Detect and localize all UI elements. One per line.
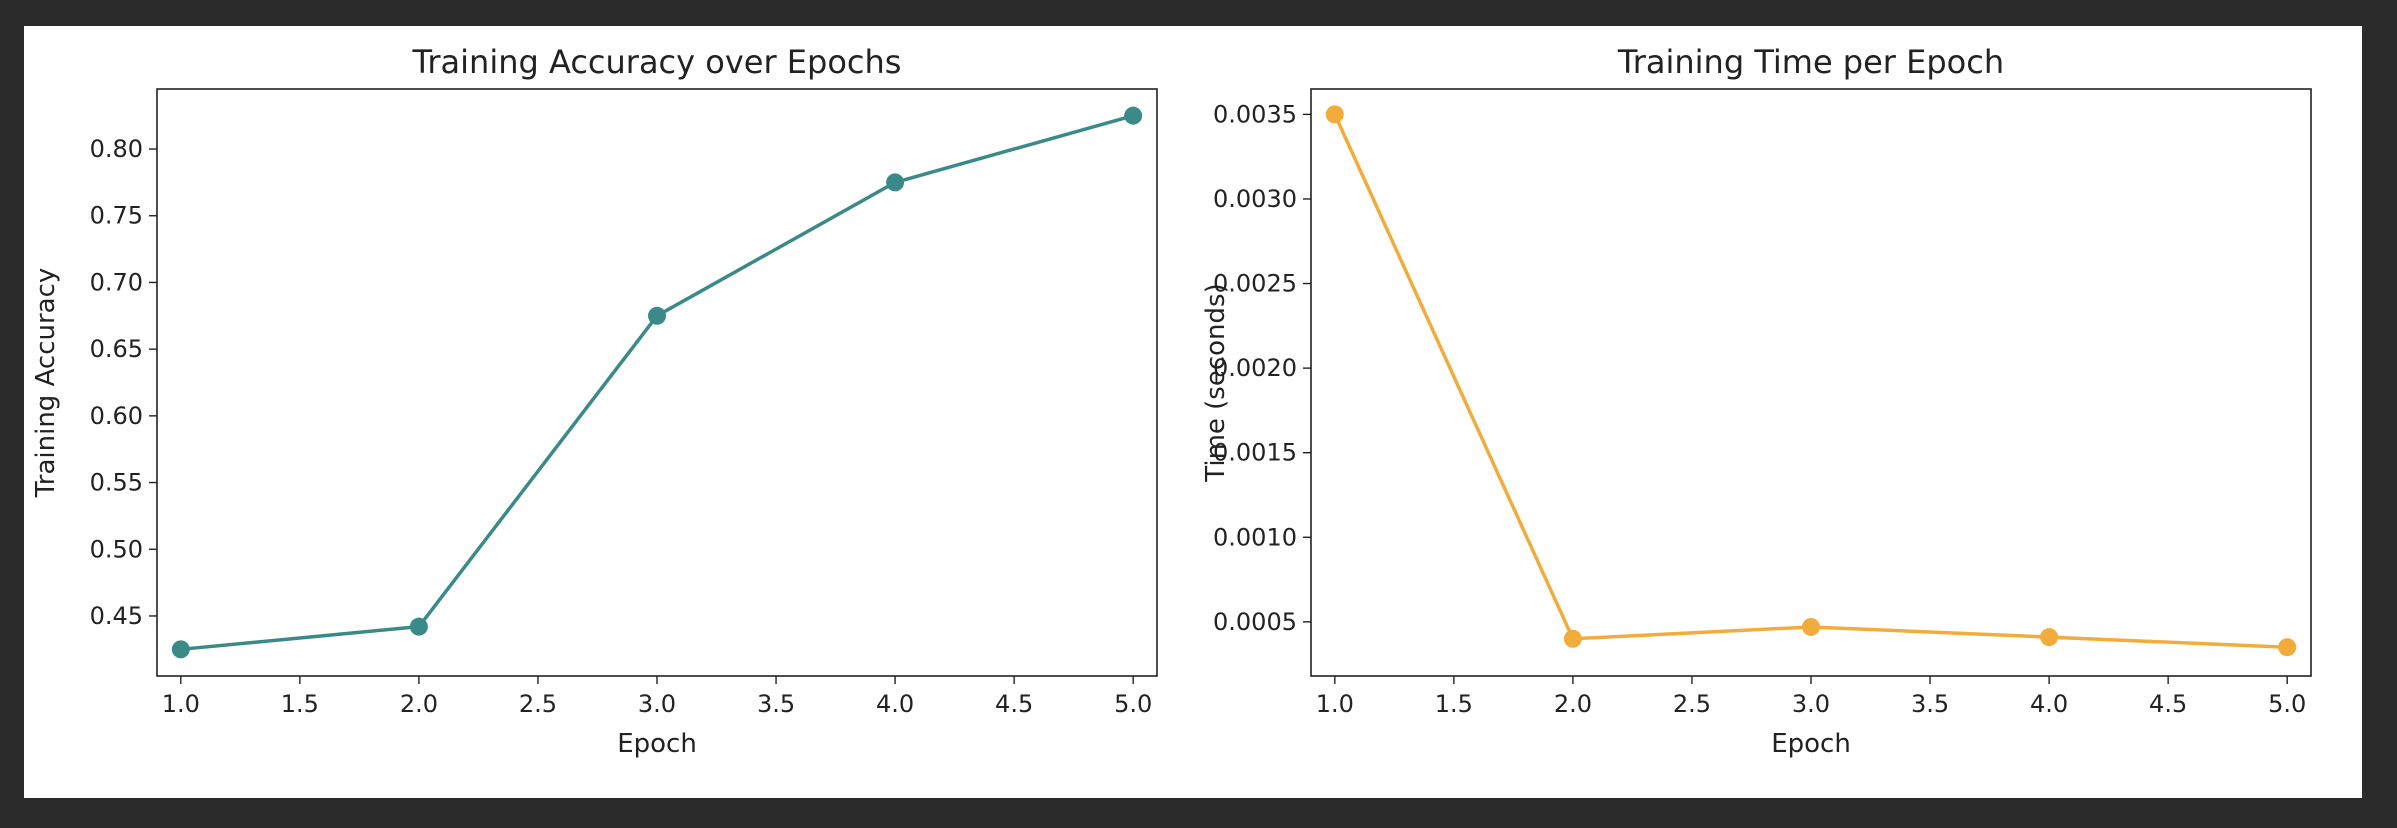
x-axis-label: Epoch [617,729,697,759]
x-tick-label: 2.5 [1673,690,1711,718]
x-tick-label: 3.0 [638,690,676,718]
x-tick-label: 2.0 [1554,690,1592,718]
chart-1: Training Accuracy over Epochs 1.0 1.5 2.0 2.… [31,43,1158,759]
y-tick-label: 0.0020 [1213,354,1297,382]
chart-title: Training Accuracy over Epochs [412,43,902,81]
data-point [2040,628,2059,647]
y-tick-label: 0.60 [90,402,143,430]
y-axis-label: Training Accuracy [31,268,61,499]
x-tick-label: 4.5 [2149,690,2187,718]
x-tick-label: 1.0 [162,690,200,718]
plot-frame [156,88,1158,677]
figure-svg: Training Accuracy over Epochs 1.0 1.5 2.0 2.… [31,43,2312,759]
data-point [1325,105,1344,124]
y-tick-label: 0.0005 [1213,608,1297,636]
chart-title: Training Time per Epoch [1617,43,2004,81]
y-tick-label: 0.50 [90,535,143,563]
y-tick-label: 0.0015 [1213,439,1297,467]
x-tick-label: 3.5 [757,690,795,718]
plot-frame [1310,88,2312,677]
x-tick-label: 5.0 [2268,690,2306,718]
y-tick-label: 0.75 [90,202,143,230]
x-tick-label: 4.5 [995,690,1033,718]
y-tick-label: 0.80 [90,135,143,163]
data-point [1563,629,1582,648]
x-tick-label: 2.0 [400,690,438,718]
y-tick-label: 0.0035 [1213,100,1297,128]
series-line [1333,113,2288,649]
x-tick-label: 1.5 [1435,690,1473,718]
x-tick-label: 3.0 [1792,690,1830,718]
y-tick-label: 0.55 [90,469,143,497]
y-tick-label: 0.0010 [1213,523,1297,551]
data-point [171,640,190,659]
y-tick-label: 0.0025 [1213,270,1297,298]
x-tick-label: 3.5 [1911,690,1949,718]
x-tick-label: 1.0 [1316,690,1354,718]
data-point [648,306,666,325]
y-tick-label: 0.45 [90,602,143,630]
x-tick-label: 1.5 [281,690,319,718]
figure-canvas: Training Accuracy over Epochs 1.0 1.5 2.0 2.… [24,26,2362,798]
x-tick-label: 5.0 [1114,690,1152,718]
chart-2: Training Time per Epoch 1.0 1.5 2.0 2.5 3.0 3.… [1201,43,2312,759]
data-point [2278,638,2297,657]
y-axis-label: Time (seconds) [1201,283,1231,482]
y-tick-label: 0.65 [90,335,143,363]
y-tick-label: 0.70 [90,268,143,296]
data-point [409,617,428,636]
y-tick-label: 0.0030 [1213,185,1297,213]
x-tick-label: 2.5 [519,690,557,718]
x-tick-label: 4.0 [876,690,914,718]
x-axis-label: Epoch [1771,729,1851,759]
x-tick-label: 4.0 [2030,690,2068,718]
data-point [1802,617,1820,636]
data-point [1124,106,1143,125]
data-point [886,173,905,192]
series-line [180,113,1134,652]
